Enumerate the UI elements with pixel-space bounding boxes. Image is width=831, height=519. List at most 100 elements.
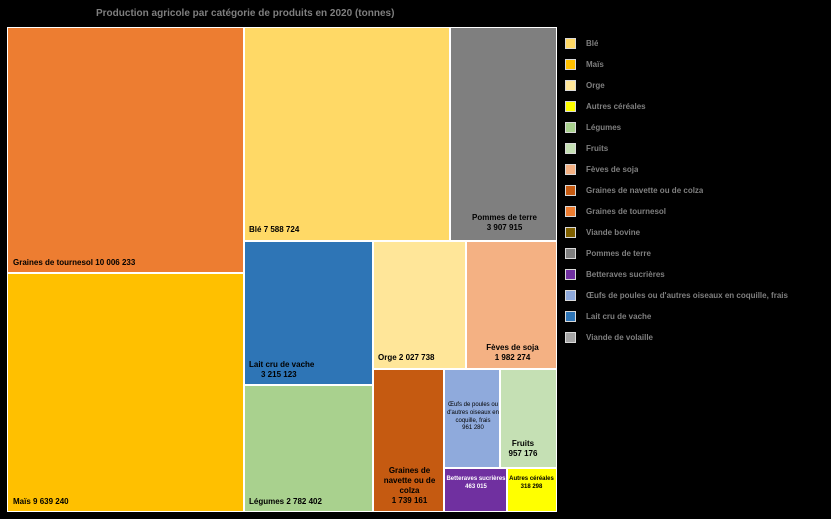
legend-label-orge: Orge [586,80,605,90]
legend-item-soja: Fèves de soja [565,160,827,178]
legend-item-lait: Lait cru de vache [565,307,827,325]
legend-swatch-fruits [565,142,576,154]
legend-item-oeufs: Œufs de poules ou d'autres oiseaux en co… [565,286,827,304]
legend-swatch-ble [565,37,576,49]
legend-swatch-soja [565,163,576,175]
tile-value-soja: 1 982 274 [494,353,531,362]
legend-label-legumes: Légumes [586,122,622,132]
treemap-tile-mais: Maïs 9 639 240 [7,273,244,512]
treemap-tile-lait: Lait cru de vache 3 215 123 [244,241,373,385]
tile-value-graines-tournesol: 10 006 233 [95,258,136,267]
legend-label-betteraves: Betteraves sucrières [586,269,665,279]
tile-label-mais: Maïs 9 639 240 [13,497,69,507]
tile-value-mais: 9 639 240 [33,497,69,506]
tile-name-betteraves: Betteraves sucrières [446,476,506,482]
legend-swatch-oeufs [565,289,576,301]
tile-value-pommes-terre: 3 907 915 [486,223,523,232]
tile-name-graines-tournesol: Graines de tournesol [13,258,94,267]
tile-label-betteraves: Betteraves sucrières 463 015 [446,476,506,491]
legend-label-oeufs: Œufs de poules ou d'autres oiseaux en co… [586,290,788,300]
legend-item-fruits: Fruits [565,139,827,157]
tile-label-fruits: Fruits 957 176 [501,439,545,459]
tile-name-lait: Lait cru de vache [249,360,315,369]
tile-label-lait: Lait cru de vache 3 215 123 [249,360,369,380]
tile-value-betteraves: 463 015 [465,483,487,490]
legend-item-ble: Blé [565,34,827,52]
tile-label-graines-tournesol: Graines de tournesol 10 006 233 [13,258,135,268]
legend-label-ble: Blé [586,38,599,48]
legend-swatch-orge [565,79,576,91]
tile-name-orge: Orge [378,353,397,362]
tile-value-lait: 3 215 123 [261,370,297,379]
treemap-tile-oeufs: Œufs de poules ou d'autres oiseaux en co… [444,369,500,468]
legend-swatch-lait [565,310,576,322]
legend-item-orge: Orge [565,76,827,94]
tile-label-pommes-terre: Pommes de terre 3 907 915 [454,213,555,233]
treemap-tile-betteraves: Betteraves sucrières 463 015 [444,468,507,512]
tile-label-legumes: Légumes 2 782 402 [249,497,322,507]
tile-label-oeufs: Œufs de poules ou d'autres oiseaux en co… [447,402,499,433]
chart-legend: Blé Maïs Orge Autres céréales Légumes Fr… [565,34,827,354]
treemap-tile-ble: Blé 7 588 724 [244,27,450,241]
legend-swatch-betteraves [565,268,576,280]
treemap-plot: Graines de tournesol 10 006 233 Maïs 9 6… [7,27,557,512]
legend-swatch-pommes-terre [565,247,576,259]
legend-item-autres-cereales: Autres céréales [565,97,827,115]
treemap-tile-autres-cereales: Autres céréales 318 298 [507,468,557,512]
tile-name-colza: Graines de navette ou de colza [383,466,436,495]
tile-name-pommes-terre: Pommes de terre [472,213,537,222]
legend-swatch-mais [565,58,576,70]
tile-name-mais: Maïs [13,497,31,506]
legend-label-mais: Maïs [586,59,604,69]
legend-item-graines-tournesol: Graines de tournesol [565,202,827,220]
legend-item-pommes-terre: Pommes de terre [565,244,827,262]
legend-label-lait: Lait cru de vache [586,311,652,321]
tile-label-soja: Fèves de soja 1 982 274 [467,343,556,363]
tile-value-ble: 7 588 724 [263,225,300,234]
tile-name-soja: Fèves de soja [486,343,539,352]
legend-swatch-legumes [565,121,576,133]
tile-label-ble: Blé 7 588 724 [249,225,299,235]
tile-value-orge: 2 027 738 [398,353,435,362]
legend-label-colza: Graines de navette ou de colza [586,185,704,195]
tile-value-legumes: 2 782 402 [286,497,322,506]
legend-item-viande-bovine: Viande bovine [565,223,827,241]
legend-label-viande-volaille: Viande de volaille [586,332,653,342]
legend-swatch-colza [565,184,576,196]
tile-name-oeufs: Œufs de poules ou d'autres oiseaux en co… [447,402,499,424]
legend-item-mais: Maïs [565,55,827,73]
tile-value-fruits: 957 176 [508,449,538,458]
legend-label-viande-bovine: Viande bovine [586,227,641,237]
legend-label-graines-tournesol: Graines de tournesol [586,206,667,216]
tile-name-autres-cereales: Autres céréales [509,476,554,482]
legend-swatch-viande-bovine [565,226,576,238]
treemap-tile-soja: Fèves de soja 1 982 274 [466,241,557,369]
legend-item-viande-volaille: Viande de volaille [565,328,827,346]
treemap-tile-graines-tournesol: Graines de tournesol 10 006 233 [7,27,244,273]
tile-label-autres-cereales: Autres céréales 318 298 [509,476,554,491]
legend-swatch-autres-cereales [565,100,576,112]
legend-label-autres-cereales: Autres céréales [586,101,646,111]
legend-item-betteraves: Betteraves sucrières [565,265,827,283]
tile-name-ble: Blé [249,225,262,234]
legend-label-pommes-terre: Pommes de terre [586,248,651,258]
tile-label-colza: Graines de navette ou de colza 1 739 161 [376,466,443,506]
treemap-tile-pommes-terre: Pommes de terre 3 907 915 [450,27,557,241]
tile-value-oeufs: 961 280 [462,425,484,432]
tile-value-colza: 1 739 161 [391,496,428,505]
legend-label-soja: Fèves de soja [586,164,639,174]
tile-name-legumes: Légumes [249,497,285,506]
treemap-tile-fruits: Fruits 957 176 [500,369,557,468]
legend-item-legumes: Légumes [565,118,827,136]
legend-swatch-graines-tournesol [565,205,576,217]
legend-item-colza: Graines de navette ou de colza [565,181,827,199]
treemap-tile-legumes: Légumes 2 782 402 [244,385,373,512]
legend-label-fruits: Fruits [586,143,609,153]
chart-title: Production agricole par catégorie de pro… [96,8,395,19]
treemap-tile-colza: Graines de navette ou de colza 1 739 161 [373,369,444,512]
treemap-tile-orge: Orge 2 027 738 [373,241,466,369]
legend-swatch-viande-volaille [565,331,576,343]
tile-label-orge: Orge 2 027 738 [378,353,435,363]
tile-value-autres-cereales: 318 298 [520,483,543,490]
tile-name-fruits: Fruits [511,439,535,448]
